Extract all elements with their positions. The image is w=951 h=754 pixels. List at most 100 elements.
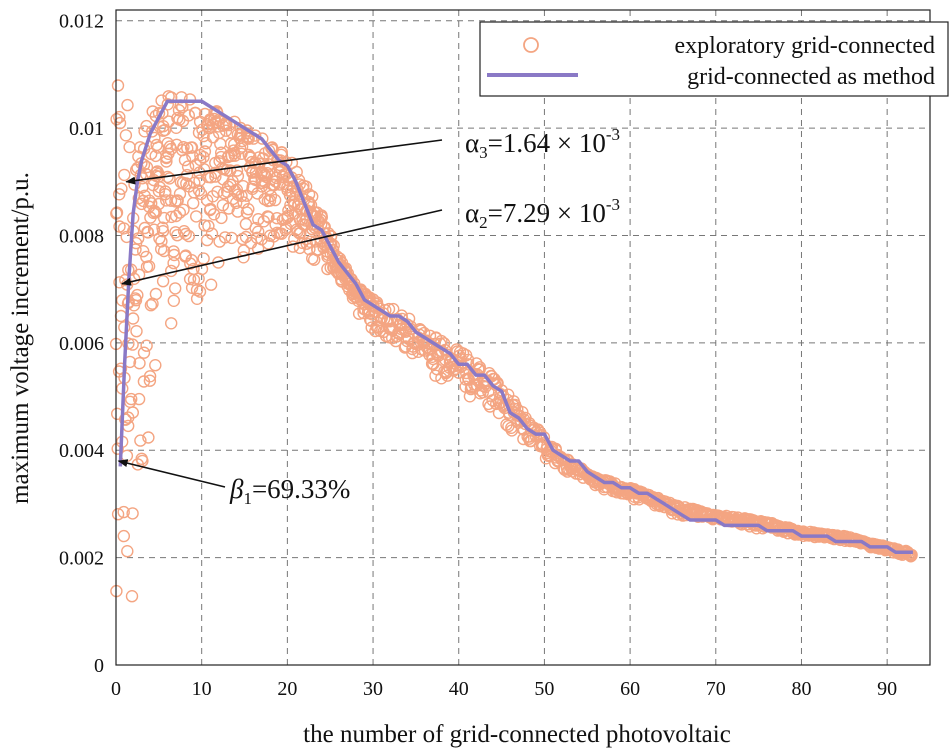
- scatter-point: [276, 170, 289, 184]
- scatter-point: [206, 130, 220, 144]
- scatter-point: [129, 294, 143, 307]
- scatter-point: [125, 590, 139, 603]
- scatter-point: [111, 79, 125, 92]
- scatter-point: [202, 219, 215, 233]
- scatter-point: [399, 340, 412, 353]
- scatter-point: [516, 406, 529, 419]
- scatter-point: [133, 357, 146, 370]
- scatter-point: [508, 398, 522, 412]
- scatter-point: [263, 194, 277, 207]
- scatter-point: [119, 413, 132, 426]
- x-tick-label: 10: [192, 678, 212, 700]
- scatter-point: [149, 359, 162, 372]
- y-tick-label: 0.01: [69, 118, 104, 140]
- scatter-point: [149, 206, 163, 219]
- scatter-point: [204, 278, 218, 291]
- scatter-point: [124, 392, 138, 406]
- y-axis-ticks: 0 0.002 0.004 0.006 0.008 0.01 0.012: [59, 11, 104, 677]
- scatter-point: [184, 141, 198, 154]
- scatter-point: [234, 128, 247, 142]
- legend-box: [479, 21, 949, 97]
- scatter-point: [235, 189, 248, 203]
- method-line: [118, 99, 913, 555]
- scatter-point: [130, 325, 143, 338]
- scatter-point: [170, 194, 184, 207]
- scatter-point: [118, 168, 131, 182]
- scatter-point: [215, 211, 228, 225]
- scatter-point: [141, 226, 155, 239]
- scatter-point: [303, 242, 316, 256]
- scatter-point: [268, 193, 282, 207]
- scatter-point: [178, 153, 192, 167]
- scatter-point: [225, 231, 238, 245]
- scatter-point: [211, 185, 224, 199]
- x-axis-label: the number of grid-connected photovoltai…: [303, 721, 731, 748]
- scatter-point: [126, 312, 140, 325]
- x-tick-label: 30: [363, 678, 383, 700]
- scatter-point: [140, 339, 153, 352]
- scatter-point: [126, 406, 140, 419]
- annotation-alpha2: α2=7.29 × 10-3: [121, 195, 620, 286]
- scatter-point: [367, 300, 380, 313]
- scatter-point: [186, 196, 200, 210]
- y-tick-label: 0.006: [59, 333, 104, 355]
- scatter-point: [142, 260, 156, 273]
- legend: exploratory grid-connected grid-connecte…: [479, 21, 949, 97]
- scatter-point: [137, 158, 151, 172]
- scatter-point: [261, 210, 274, 223]
- scatter-point: [157, 211, 171, 225]
- x-tick-label: 40: [449, 678, 469, 700]
- legend-label-scatter: exploratory grid-connected: [674, 33, 935, 59]
- scatter-point: [199, 136, 213, 150]
- scatter-point: [113, 110, 126, 124]
- scatter-point: [204, 171, 218, 184]
- scatter-point: [218, 231, 232, 244]
- scatter-point: [119, 129, 133, 142]
- scatter-point: [306, 190, 319, 203]
- scatter-point: [207, 208, 221, 221]
- scatter-point: [140, 250, 153, 264]
- x-tick-label: 0: [111, 678, 121, 700]
- scatter-point: [275, 146, 288, 159]
- scatter-point: [189, 210, 203, 223]
- legend-label-line: grid-connected as method: [687, 64, 935, 90]
- scatter-point: [118, 321, 131, 334]
- scatter-point: [111, 508, 125, 521]
- scatter-point: [365, 321, 378, 334]
- scatter-point: [149, 287, 163, 301]
- scatter-point: [197, 163, 211, 176]
- y-tick-label: 0.008: [59, 225, 104, 247]
- scatter-point: [135, 452, 148, 465]
- y-tick-label: 0.012: [59, 11, 104, 33]
- plot-frame: [115, 9, 931, 666]
- grid-lines: [116, 10, 930, 665]
- scatter-point: [209, 170, 222, 183]
- scatter-point: [190, 292, 204, 305]
- scatter-point: [177, 203, 190, 217]
- scatter-point: [161, 136, 174, 150]
- scatter-point: [452, 366, 465, 379]
- scatter-point: [164, 194, 178, 207]
- x-axis-ticks: 0 10 20 30 40 50 60 70 80 90: [111, 678, 897, 700]
- x-tick-label: 90: [877, 678, 897, 700]
- scatter-point: [173, 187, 187, 201]
- scatter-point: [248, 129, 262, 142]
- scatter-point: [143, 374, 157, 387]
- scatter-point: [121, 419, 135, 433]
- scatter-point: [121, 98, 134, 112]
- scatter-point: [173, 206, 187, 219]
- annotation-label-alpha3: α3=1.64 × 10-3: [465, 125, 620, 162]
- scatter-point: [194, 187, 208, 201]
- scatter-point: [185, 254, 198, 267]
- scatter-point: [181, 160, 195, 173]
- scatter-point: [121, 545, 134, 558]
- scatter-point: [183, 93, 197, 106]
- scatter-point: [267, 230, 280, 243]
- annotation-arrow-alpha2: [121, 209, 443, 286]
- x-tick-label: 20: [277, 678, 297, 700]
- scatter-point: [114, 309, 128, 323]
- y-tick-label: 0: [94, 655, 104, 677]
- x-tick-label: 80: [791, 678, 811, 700]
- scatter-point: [210, 105, 223, 118]
- scatter-point: [117, 222, 131, 235]
